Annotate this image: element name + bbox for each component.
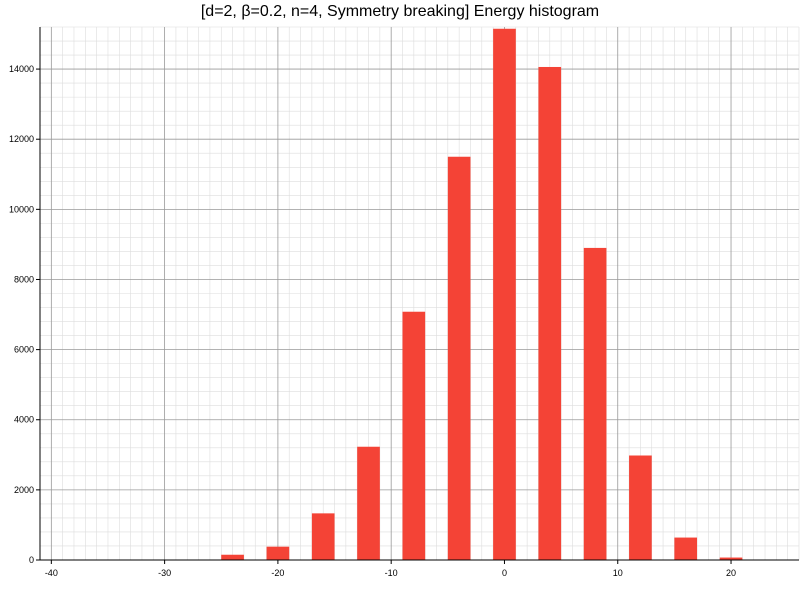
x-tick-label: -30 <box>158 568 171 578</box>
bar <box>719 557 743 560</box>
bar <box>311 513 335 560</box>
x-tick-label: 0 <box>502 568 507 578</box>
y-tick-label: 0 <box>29 555 34 565</box>
y-tick-label: 6000 <box>14 345 34 355</box>
bar <box>629 455 652 560</box>
bar <box>538 66 562 560</box>
x-tick-label: -10 <box>385 568 398 578</box>
bar <box>493 28 516 560</box>
y-tick-label: 4000 <box>14 415 34 425</box>
bar <box>402 311 426 560</box>
y-tick-label: 12000 <box>9 134 34 144</box>
y-tick-label: 14000 <box>9 64 34 74</box>
bar <box>221 554 244 560</box>
x-tick-label: 10 <box>613 568 623 578</box>
bar <box>357 446 380 560</box>
bar <box>583 247 607 560</box>
x-tick-label: -40 <box>45 568 58 578</box>
x-tick-label: -20 <box>271 568 284 578</box>
bar <box>266 546 290 560</box>
y-tick-label: 2000 <box>14 485 34 495</box>
x-tick-label: 20 <box>726 568 736 578</box>
bar <box>447 156 471 561</box>
bar <box>674 537 698 560</box>
y-tick-label: 10000 <box>9 204 34 214</box>
y-tick-label: 8000 <box>14 274 34 284</box>
chart-title: [d=2, β=0.2, n=4, Symmetry breaking] Ene… <box>200 3 600 20</box>
